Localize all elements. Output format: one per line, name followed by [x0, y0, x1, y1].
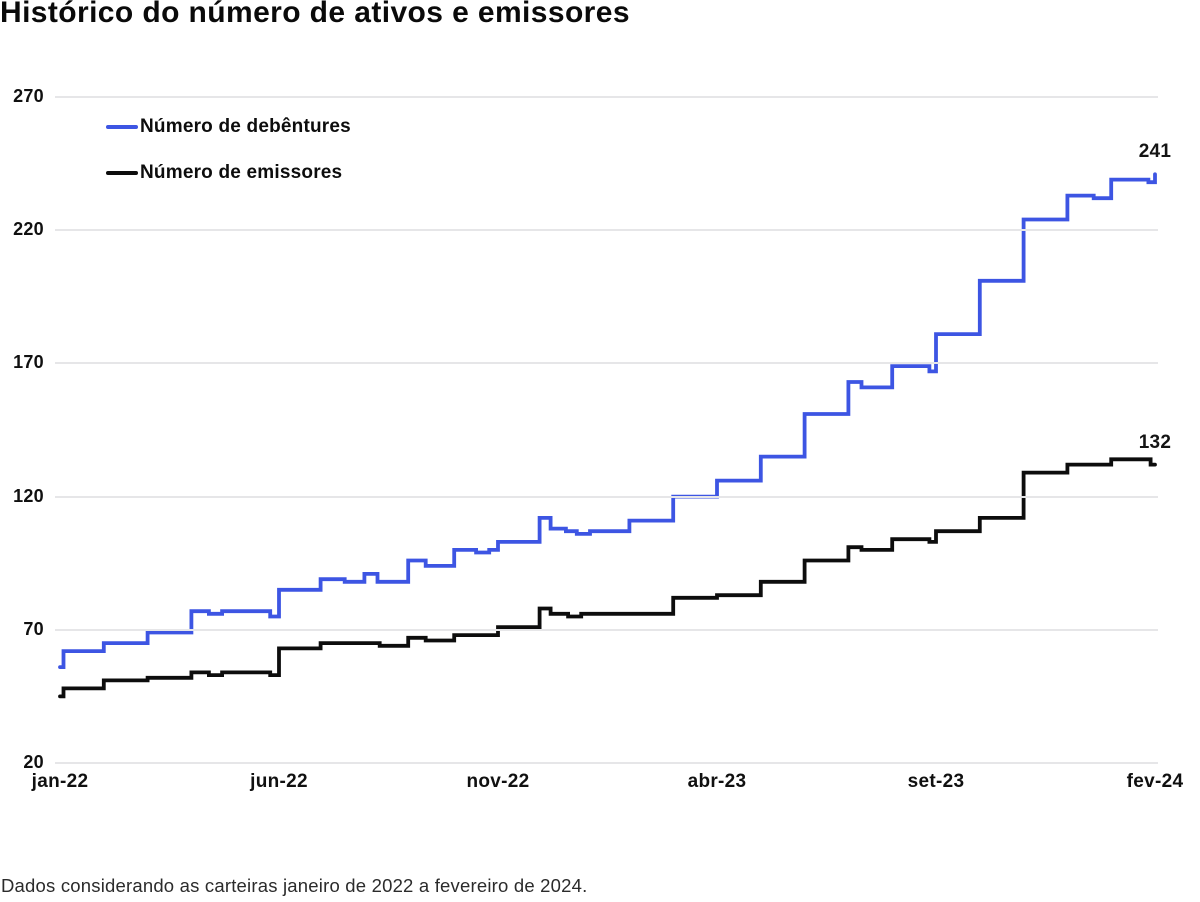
chart-title: Histórico do número de ativos e emissore…: [0, 0, 630, 29]
y-axis-tick-label: 20: [23, 752, 44, 772]
legend-item-emissores[interactable]: Número de emissores: [106, 160, 351, 186]
debentures-line: [58, 172, 1157, 669]
gridline: [55, 495, 1158, 498]
gridline: [55, 628, 1158, 631]
x-axis-tick-label: fev-24: [1126, 771, 1184, 792]
end-label-emissores: 132: [1138, 431, 1172, 453]
legend-label-emissores: Número de emissores: [140, 162, 343, 183]
gridline: [55, 762, 1158, 764]
x-axis-tick-label: abr-23: [687, 771, 747, 792]
footnote: Dados considerando as carteiras janeiro …: [1, 875, 588, 896]
gridline: [55, 96, 1158, 98]
x-axis-tick-label: set-23: [907, 771, 965, 792]
y-axis-tick-label: 120: [13, 485, 44, 506]
x-axis-tick-label: nov-22: [466, 771, 530, 792]
x-axis-tick-label: jun-22: [250, 771, 308, 792]
debentures-line-swatch: [106, 125, 138, 129]
legend: Número de debêntures Número de emissores: [106, 114, 351, 206]
y-axis-tick-label: 170: [13, 352, 44, 373]
legend-label-debentures: Número de debêntures: [140, 116, 351, 137]
emissores-line-swatch: [106, 171, 138, 175]
y-axis-tick-label: 220: [13, 219, 44, 240]
end-label-debentures: 241: [1138, 141, 1172, 163]
y-axis-tick-label: 70: [23, 618, 44, 639]
gridline: [55, 362, 1158, 365]
x-axis-tick-label: jan-22: [31, 771, 89, 792]
gridline: [55, 229, 1158, 232]
emissores-line: [58, 457, 1157, 699]
y-axis-tick-label: 270: [13, 86, 44, 106]
legend-item-debentures[interactable]: Número de debêntures: [106, 114, 351, 140]
